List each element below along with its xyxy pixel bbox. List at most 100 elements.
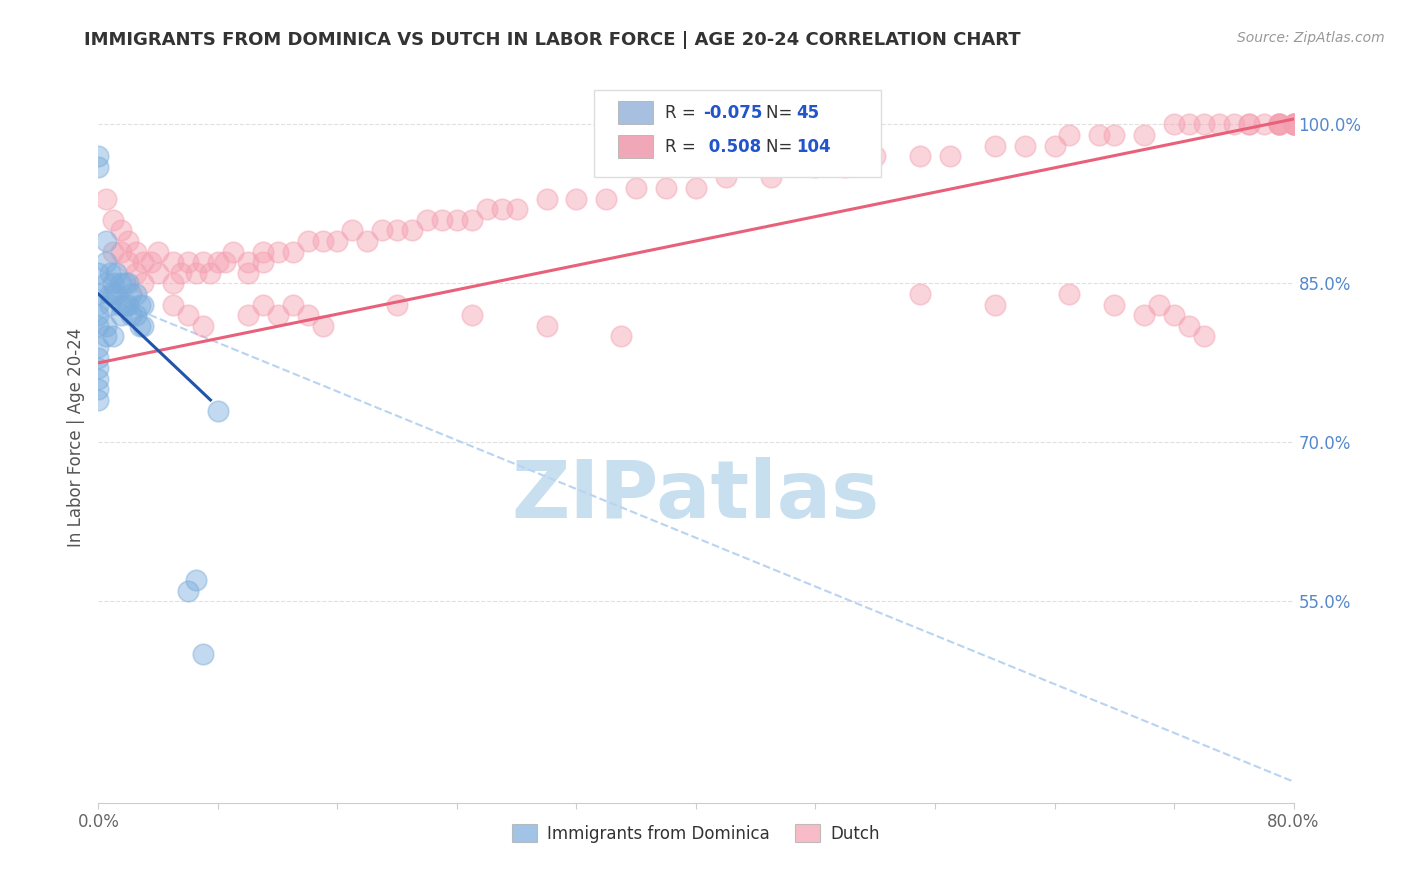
Point	[1282, 117, 1305, 131]
Point	[117, 297, 139, 311]
Point	[110, 308, 132, 322]
Point	[214, 255, 236, 269]
Point	[177, 308, 200, 322]
Text: 45: 45	[796, 104, 820, 122]
Point	[1014, 138, 1036, 153]
Point	[191, 648, 214, 662]
Point	[125, 287, 148, 301]
Point	[139, 255, 162, 269]
Point	[236, 266, 259, 280]
Legend: Immigrants from Dominica, Dutch: Immigrants from Dominica, Dutch	[506, 818, 886, 849]
Point	[311, 234, 333, 248]
Point	[148, 244, 170, 259]
Point	[114, 297, 136, 311]
Point	[1192, 329, 1215, 343]
Point	[267, 308, 290, 322]
Point	[87, 340, 110, 354]
Point	[281, 244, 304, 259]
Point	[1104, 128, 1126, 142]
Point	[87, 392, 110, 407]
Point	[1237, 117, 1260, 131]
Point	[1237, 117, 1260, 131]
Point	[132, 255, 155, 269]
Point	[103, 244, 125, 259]
Point	[714, 170, 737, 185]
Point	[401, 223, 423, 237]
Point	[132, 318, 155, 333]
Point	[759, 170, 782, 185]
Point	[297, 308, 319, 322]
Point	[132, 277, 155, 291]
Point	[87, 383, 110, 397]
Point	[536, 318, 558, 333]
Point	[94, 192, 117, 206]
Point	[87, 372, 110, 386]
Point	[326, 234, 349, 248]
Point	[184, 266, 207, 280]
Point	[1059, 128, 1081, 142]
FancyBboxPatch shape	[619, 136, 652, 159]
Point	[356, 234, 378, 248]
Point	[98, 287, 122, 301]
Point	[117, 277, 139, 291]
Point	[939, 149, 962, 163]
Point	[1208, 117, 1230, 131]
Point	[184, 573, 207, 587]
Point	[834, 160, 856, 174]
Text: ZIPatlas: ZIPatlas	[512, 457, 880, 534]
Point	[94, 277, 117, 291]
Point	[169, 266, 191, 280]
Point	[297, 234, 319, 248]
Y-axis label: In Labor Force | Age 20-24: In Labor Force | Age 20-24	[66, 327, 84, 547]
Text: N=: N=	[766, 138, 799, 156]
Point	[129, 297, 152, 311]
Point	[177, 255, 200, 269]
Point	[87, 297, 110, 311]
Point	[1282, 117, 1305, 131]
Point	[385, 297, 409, 311]
Point	[98, 266, 122, 280]
Text: 0.508: 0.508	[703, 138, 761, 156]
Point	[1104, 297, 1126, 311]
Point	[162, 297, 184, 311]
Point	[87, 361, 110, 376]
Point	[1059, 287, 1081, 301]
Point	[685, 181, 707, 195]
Point	[103, 277, 125, 291]
Point	[1178, 318, 1201, 333]
Point	[222, 244, 245, 259]
Point	[430, 212, 453, 227]
Point	[984, 138, 1007, 153]
Point	[120, 287, 142, 301]
Point	[236, 308, 259, 322]
Text: N=: N=	[766, 104, 799, 122]
Point	[626, 181, 648, 195]
Point	[103, 329, 125, 343]
Point	[87, 149, 110, 163]
Point	[252, 255, 274, 269]
Point	[162, 255, 184, 269]
Point	[110, 277, 132, 291]
Point	[94, 234, 117, 248]
Point	[1133, 308, 1156, 322]
Point	[342, 223, 364, 237]
Point	[103, 212, 125, 227]
Point	[1267, 117, 1289, 131]
Point	[311, 318, 333, 333]
Point	[87, 287, 110, 301]
Point	[125, 244, 148, 259]
Point	[207, 403, 229, 417]
Text: R =: R =	[665, 138, 702, 156]
Point	[110, 223, 132, 237]
Point	[110, 244, 132, 259]
Point	[908, 149, 931, 163]
Point	[252, 244, 274, 259]
Point	[103, 287, 125, 301]
Point	[200, 266, 222, 280]
Point	[125, 266, 148, 280]
Point	[461, 308, 484, 322]
Point	[177, 583, 200, 598]
Text: -0.075: -0.075	[703, 104, 762, 122]
Point	[1223, 117, 1246, 131]
Point	[371, 223, 394, 237]
